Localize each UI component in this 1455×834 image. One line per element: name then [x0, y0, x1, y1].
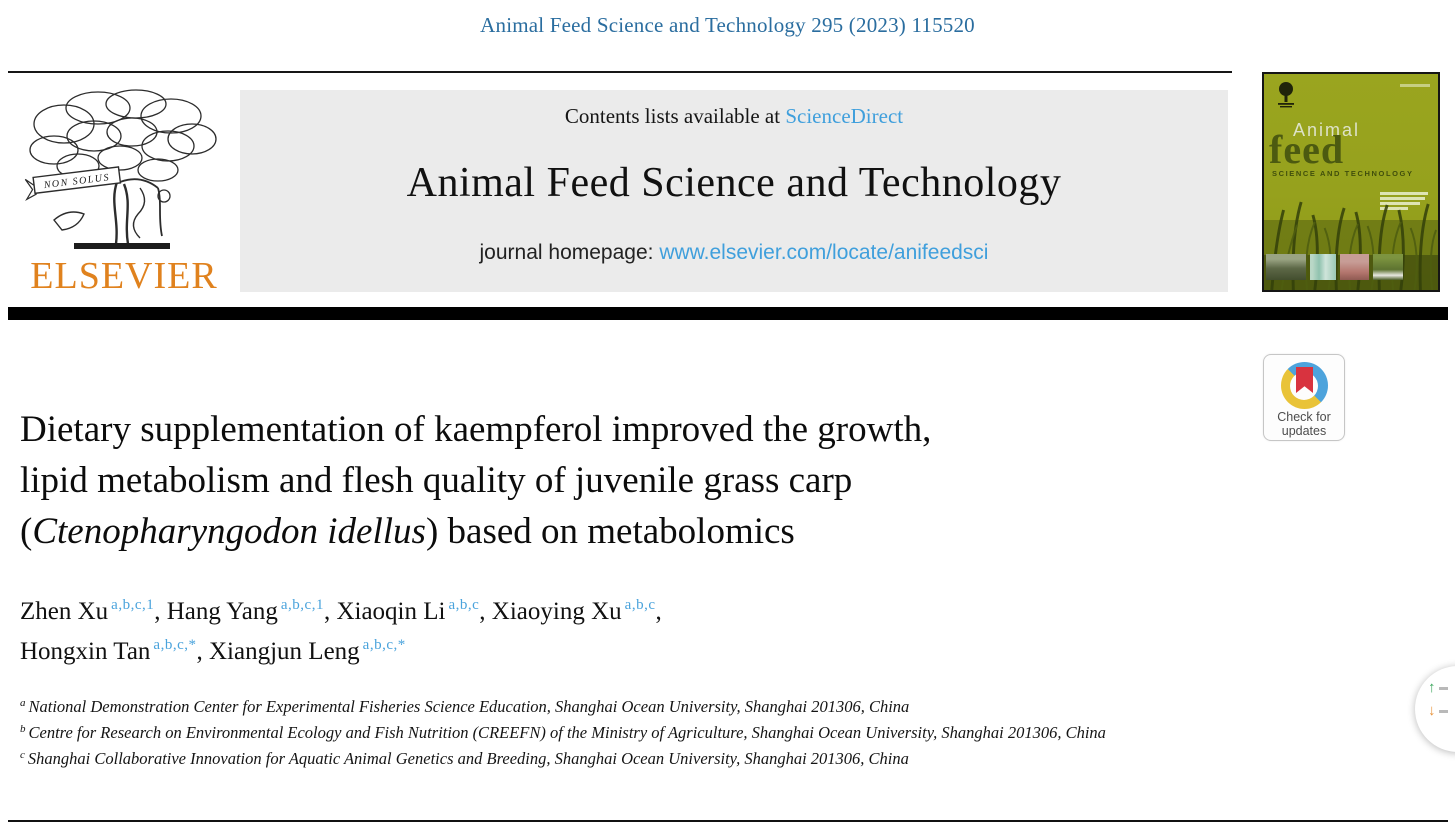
author: Xiangjun Leng a,b,c,*	[209, 636, 406, 665]
author: Hongxin Tan a,b,c,*,	[20, 636, 209, 665]
cover-brand-animal: Animal	[1293, 120, 1361, 140]
widget-label-stub	[1438, 709, 1448, 713]
affiliation-c: c Shanghai Collaborative Innovation for A…	[20, 748, 909, 768]
elsevier-logo: NON SOLUS ELSEVIER	[16, 84, 232, 297]
cover-photo-chickens	[1373, 254, 1403, 280]
author-affil-refs: a,b,c,1	[280, 596, 324, 613]
header-rule	[8, 71, 1232, 73]
check-for-updates-badge[interactable]: Check for updates	[1263, 354, 1345, 441]
contents-line: Contents lists available at ScienceDirec…	[240, 90, 1228, 129]
cover-photo-strip	[1264, 254, 1438, 280]
affiliation-marker: a	[20, 696, 26, 709]
scroll-widget[interactable]: ↑ ↓	[1415, 666, 1455, 752]
separator-bar	[8, 307, 1448, 320]
affiliation-b: b Centre for Research on Environmental Ec…	[20, 722, 1106, 742]
cover-subtitle: SCIENCE AND TECHNOLOGY	[1272, 169, 1414, 178]
author: Hang Yang a,b,c,1,	[166, 596, 337, 625]
arrow-down-icon[interactable]: ↓	[1428, 702, 1436, 719]
elsevier-tree-icon: NON SOLUS	[24, 89, 217, 249]
title-line-2: lipid metabolism and flesh quality of ju…	[20, 460, 853, 501]
widget-label-stub	[1438, 686, 1448, 690]
cover-photo-cattle	[1266, 254, 1306, 280]
journal-title: Animal Feed Science and Technology	[406, 160, 1062, 206]
title-line-3: (Ctenopharyngodon idellus) based on meta…	[20, 511, 795, 552]
elsevier-wordmark: ELSEVIER	[30, 255, 218, 297]
cover-issn-text	[1400, 84, 1430, 87]
bookmark-icon	[1296, 367, 1313, 393]
author-affil-refs: a,b,c,*	[153, 636, 197, 653]
species-name-italic: Ctenopharyngodon idellus	[32, 511, 426, 552]
homepage-label: journal homepage:	[479, 241, 660, 264]
author-affil-refs: a,b,c	[624, 596, 656, 613]
author-list: Zhen Xu a,b,c,1, Hang Yang a,b,c,1, Xiaoqi…	[20, 592, 662, 672]
title-line-1: Dietary supplementation of kaempferol im…	[20, 409, 932, 450]
journal-cover-thumbnail[interactable]: Animal feed SCIENCE AND TECHNOLOGY	[1262, 72, 1440, 292]
scroll-up-row[interactable]: ↑	[1428, 679, 1448, 696]
contents-text: Contents lists available at	[564, 104, 786, 128]
cover-photo-test-tubes	[1310, 254, 1336, 280]
footer-rule	[8, 820, 1448, 822]
cover-brand-feed: feed	[1269, 127, 1345, 172]
homepage-line: journal homepage: www.elsevier.com/locat…	[240, 241, 1228, 265]
journal-homepage-link[interactable]: www.elsevier.com/locate/anifeedsci	[659, 241, 989, 264]
journal-banner: Contents lists available at ScienceDirec…	[240, 90, 1228, 292]
author-affil-refs: a,b,c,*	[362, 636, 406, 653]
scroll-down-row[interactable]: ↓	[1428, 702, 1448, 719]
arrow-up-icon[interactable]: ↑	[1428, 679, 1436, 696]
author: Xiaoqin Li a,b,c,	[336, 596, 492, 625]
cover-tagline-text	[1380, 192, 1428, 212]
badge-text-line2: updates	[1281, 424, 1327, 438]
author-line-2: Hongxin Tan a,b,c,*, Xiangjun Leng a,b,c,*	[20, 632, 662, 672]
crossmark-icon	[1280, 362, 1328, 409]
affiliation-marker: b	[20, 722, 26, 735]
article-title: Dietary supplementation of kaempferol im…	[20, 404, 931, 557]
journal-citation: Animal Feed Science and Technology 295 (…	[480, 13, 975, 37]
cover-photo-pig	[1340, 254, 1369, 280]
author: Zhen Xu a,b,c,1,	[20, 596, 167, 625]
author-affil-refs: a,b,c,1	[111, 596, 155, 613]
sciencedirect-link[interactable]: ScienceDirect	[785, 104, 904, 128]
affiliation-a: a National Demonstration Center for Exper…	[20, 696, 910, 716]
author: Xiaoying Xu a,b,c,	[491, 596, 662, 625]
affiliation-marker: c	[20, 748, 25, 761]
badge-text-line1: Check for	[1277, 410, 1331, 424]
cover-elsevier-mini-logo-icon	[1278, 82, 1294, 108]
author-line-1: Zhen Xu a,b,c,1, Hang Yang a,b,c,1, Xiaoqi…	[20, 592, 662, 632]
author-affil-refs: a,b,c	[448, 596, 480, 613]
affiliation-list: a National Demonstration Center for Exper…	[20, 694, 1225, 772]
